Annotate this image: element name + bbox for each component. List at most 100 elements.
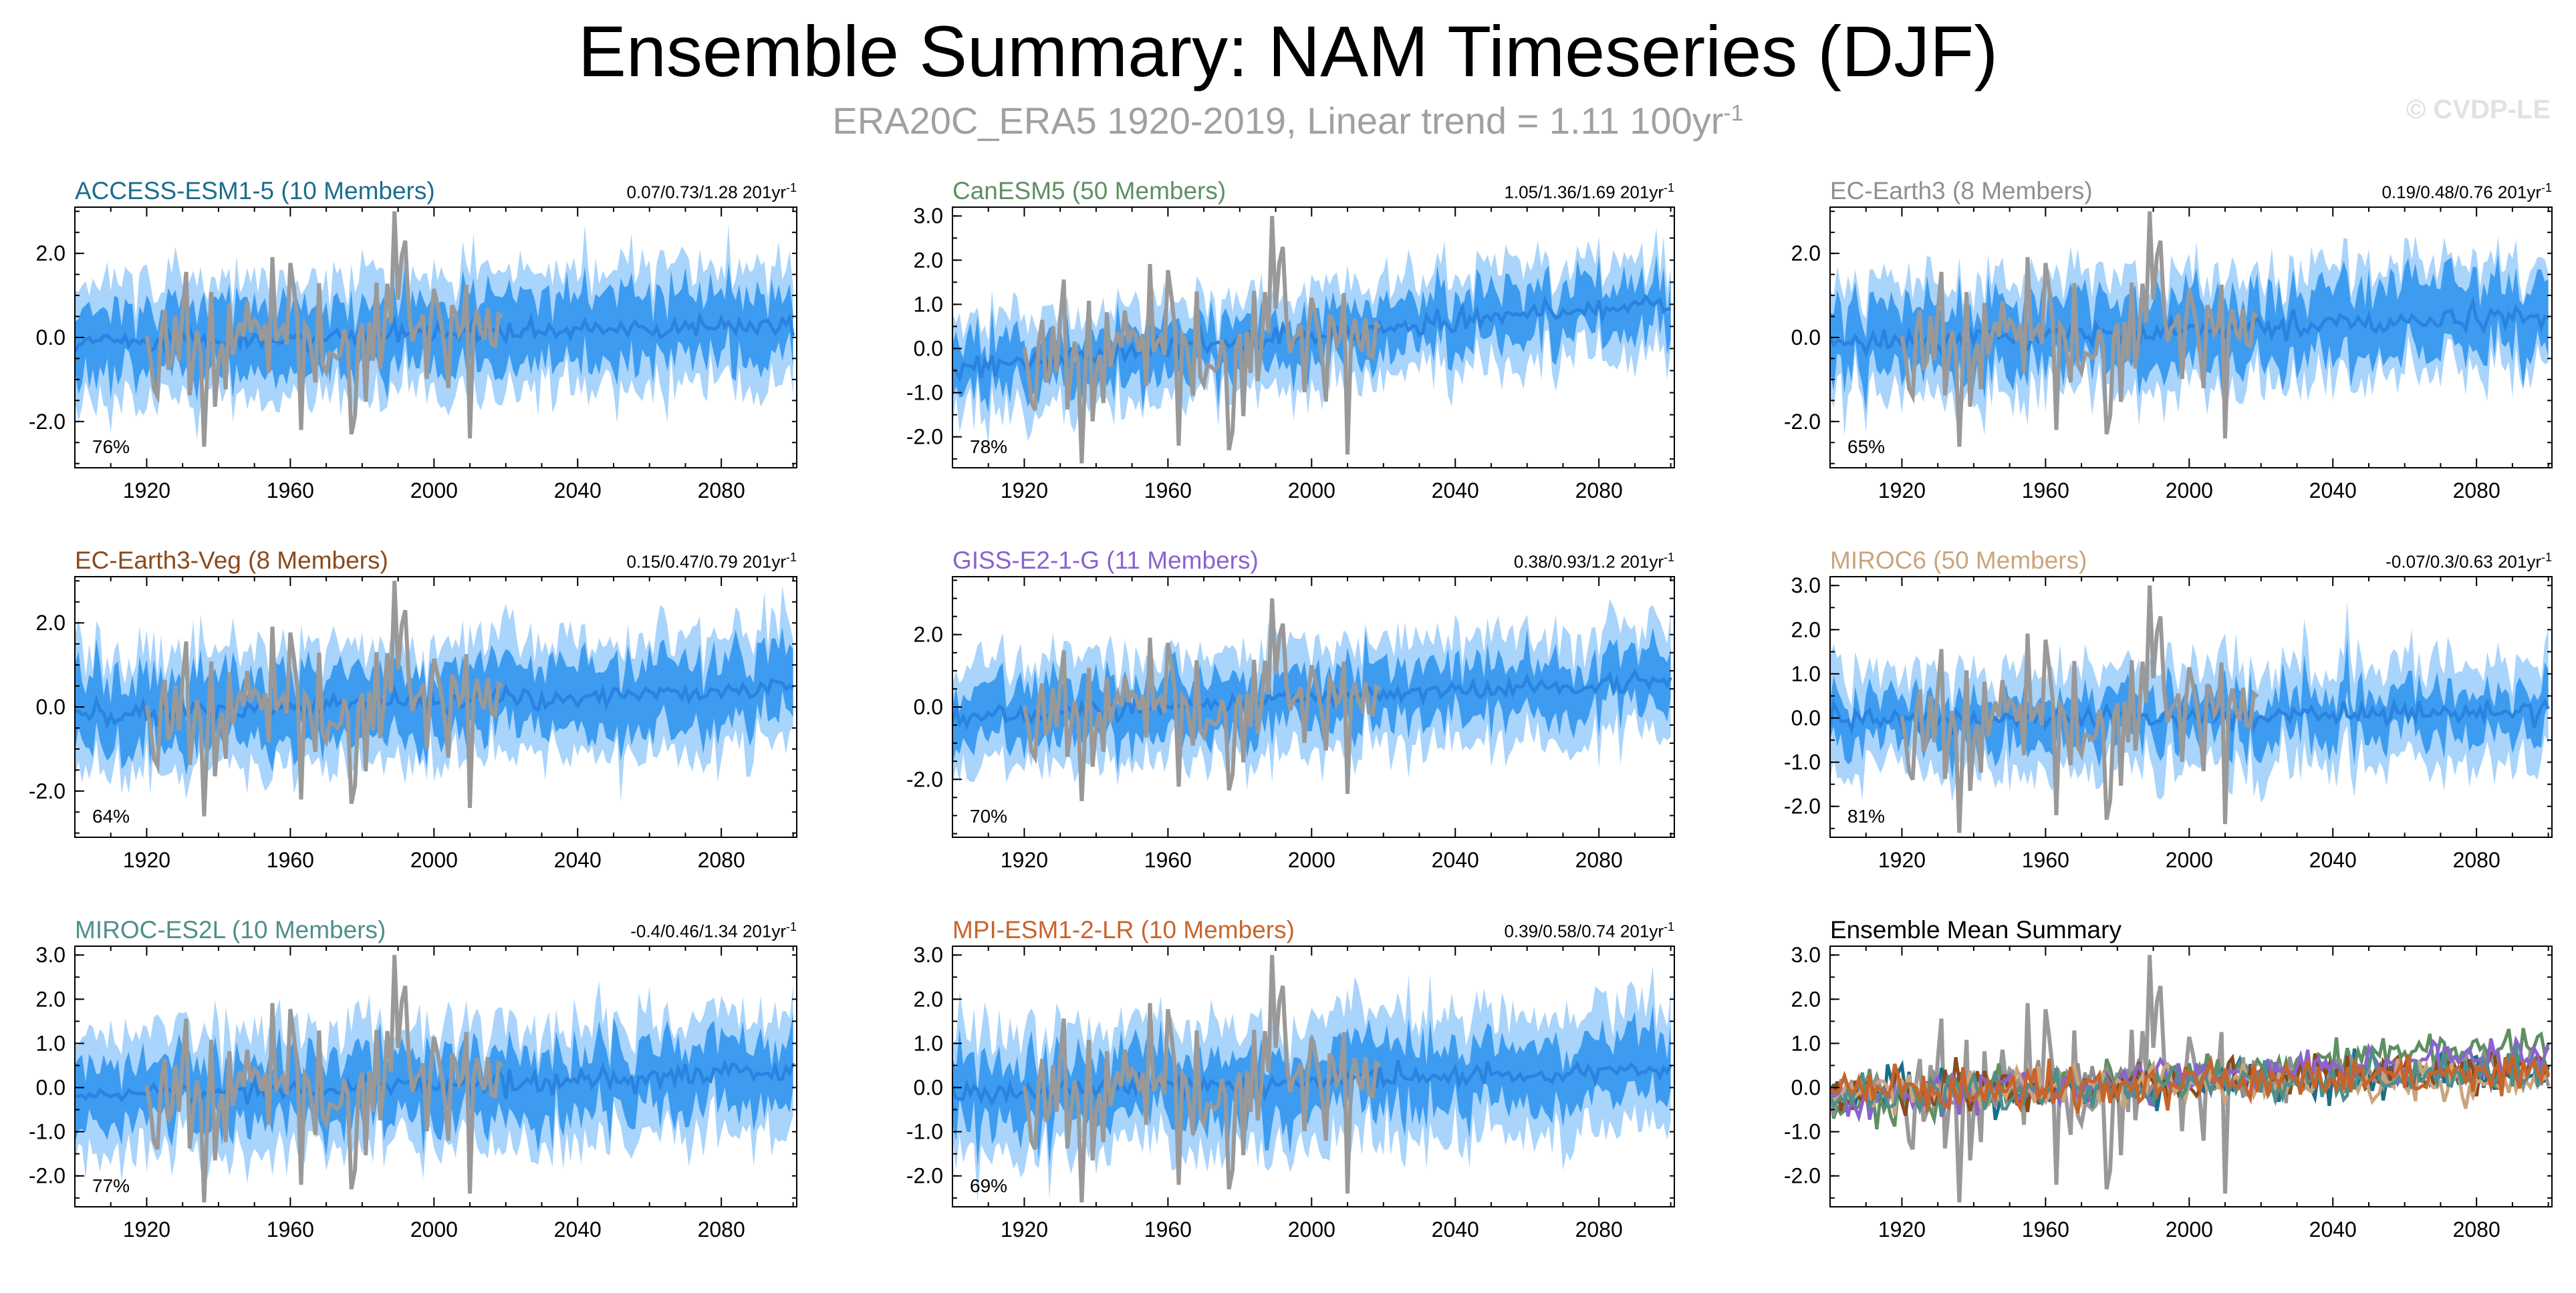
y-tick-label: 0.0	[914, 337, 943, 361]
panel-access: ACCESS-ESM1-5 (10 Members) 0.07/0.73/1.28…	[29, 170, 797, 518]
y-tick-label: 2.0	[914, 987, 943, 1011]
y-tick-label: 2.0	[1791, 617, 1821, 641]
trend-text: 0.38/0.93/1.2 201yr	[1513, 551, 1664, 572]
y-tick-label: 0.0	[1791, 1076, 1821, 1100]
model-mean-line	[1830, 1044, 2551, 1117]
plot-frame	[74, 946, 797, 1207]
x-tick-label: 2040	[554, 848, 602, 872]
panel-trend-label: 0.19/0.48/0.76 201yr-1	[2381, 181, 2552, 203]
y-tick-label: -2.0	[29, 410, 66, 434]
panel-title: GISS-E2-1-G (11 Members)	[952, 547, 1259, 574]
panel-title: MPI-ESM1-2-LR (10 Members)	[952, 916, 1295, 944]
y-tick-label: -1.0	[906, 381, 943, 405]
x-tick-label: 2080	[1575, 1217, 1623, 1242]
panel-ecearth3veg: EC-Earth3-Veg (8 Members) 0.15/0.47/0.79 …	[29, 540, 797, 887]
y-tick-label: 1.0	[914, 292, 943, 316]
percent-label: 65%	[1847, 436, 1885, 457]
trend-exponent: -1	[785, 551, 797, 564]
panel-mpi: MPI-ESM1-2-LR (10 Members) 0.39/0.58/0.74…	[906, 909, 1675, 1257]
panel-summary: Ensemble Mean Summary 1920 1960 2000 2040 208…	[1784, 909, 2553, 1257]
inner-spread-band	[1830, 636, 2549, 780]
trend-exponent: -1	[2541, 551, 2552, 564]
y-tick-label: -1.0	[1784, 1120, 1821, 1144]
x-tick-label: 1960	[2022, 848, 2069, 872]
trend-exponent: -1	[1663, 551, 1674, 564]
x-tick-label: 1960	[1144, 478, 1192, 502]
y-tick-label: 2.0	[914, 623, 943, 647]
x-tick-label: 2080	[2453, 848, 2500, 872]
plot-content	[75, 955, 795, 1203]
y-tick-label: 3.0	[914, 943, 943, 967]
model-mean-line	[1830, 1054, 2551, 1114]
x-tick-label: 2080	[698, 478, 745, 502]
panel-trend-label: 0.39/0.58/0.74 201yr-1	[1504, 920, 1674, 942]
credit-label: © CVDP-LE	[2406, 95, 2551, 124]
x-tick-label: 1960	[267, 848, 314, 872]
trend-text: 1.05/1.36/1.69 201yr	[1504, 182, 1664, 202]
x-tick-label: 2000	[410, 478, 458, 502]
plot-area: 1920 1960 2000 2040 2080 -2.0 -1.0 0.0 1.0 2.0 3.0…	[1784, 573, 2553, 872]
percent-label: 64%	[92, 806, 130, 827]
percent-label: 69%	[970, 1175, 1007, 1196]
observation-line	[1900, 211, 2259, 447]
x-tick-label: 1960	[2022, 478, 2069, 502]
y-tick-label: -2.0	[906, 425, 943, 449]
x-tick-label: 1920	[1878, 848, 1926, 872]
x-tick-label: 1920	[1001, 848, 1048, 872]
x-tick-label: 1920	[1878, 478, 1926, 502]
plot-content	[1830, 585, 2550, 833]
inner-spread-band	[1830, 253, 2549, 412]
x-tick-label: 2080	[698, 1217, 745, 1242]
panel-trend-label: 0.15/0.47/0.79 201yr-1	[626, 551, 797, 573]
plot-area: 1920 1960 2000 2040 2080 -2.0 0.0 2.0 65%	[1784, 206, 2553, 502]
y-tick-label: 2.0	[36, 611, 66, 635]
observation-line	[1022, 598, 1382, 801]
x-tick-label: 2040	[1432, 1217, 1479, 1242]
y-tick-label: 2.0	[1791, 241, 1821, 265]
x-tick-label: 1920	[123, 1217, 170, 1242]
plot-content	[952, 955, 1672, 1203]
x-tick-label: 1920	[123, 478, 170, 502]
x-tick-label: 2000	[410, 848, 458, 872]
y-tick-label: -2.0	[1784, 410, 1821, 434]
panel-title: ACCESS-ESM1-5 (10 Members)	[75, 177, 435, 204]
observation-line	[1022, 216, 1382, 464]
y-tick-label: -1.0	[29, 1120, 66, 1144]
plot-content	[1830, 211, 2549, 447]
x-tick-label: 1920	[1001, 1217, 1048, 1242]
y-tick-label: 0.0	[914, 1076, 943, 1100]
x-tick-label: 2080	[1575, 848, 1623, 872]
panel-trend-label: -0.07/0.3/0.63 201yr-1	[2386, 551, 2552, 573]
panel-title: CanESM5 (50 Members)	[952, 177, 1227, 204]
trend-exponent: -1	[1663, 181, 1674, 194]
trend-text: 0.15/0.47/0.79 201yr	[626, 551, 786, 572]
y-tick-label: 2.0	[1791, 987, 1821, 1011]
panel-title: MIROC-ES2L (10 Members)	[75, 916, 386, 944]
observation-line	[1022, 955, 1382, 1203]
panel-ecearth3: EC-Earth3 (8 Members) 0.19/0.48/0.76 201y…	[1784, 170, 2553, 518]
x-tick-label: 2000	[410, 1217, 458, 1242]
plot-content	[75, 211, 795, 447]
plot-content	[952, 598, 1672, 801]
panel-giss: GISS-E2-1-G (11 Members) 0.38/0.93/1.2 20…	[906, 540, 1675, 887]
y-tick-label: 3.0	[914, 204, 943, 228]
page-subtitle: ERA20C_ERA5 1920-2019, Linear trend = 1.…	[0, 99, 2576, 142]
y-tick-label: 2.0	[36, 987, 66, 1011]
panel-trend-label: 0.38/0.93/1.2 201yr-1	[1514, 551, 1674, 573]
percent-label: 78%	[970, 436, 1007, 457]
trend-text: -0.4/0.46/1.34 201yr	[630, 921, 786, 942]
panel-title: EC-Earth3-Veg (8 Members)	[75, 547, 388, 574]
trend-text: 0.39/0.58/0.74 201yr	[1504, 921, 1664, 942]
y-tick-label: -1.0	[1784, 750, 1821, 774]
x-tick-label: 1920	[123, 848, 170, 872]
plot-area: 1920 1960 2000 2040 2080 -2.0 -1.0 0.0 1.0 2.0 3.0…	[29, 943, 797, 1242]
x-tick-label: 1960	[267, 478, 314, 502]
y-tick-label: -2.0	[906, 1164, 943, 1188]
x-tick-label: 2000	[2166, 1217, 2213, 1242]
panel-title: Ensemble Mean Summary	[1830, 916, 2121, 944]
x-tick-label: 2040	[554, 478, 602, 502]
x-tick-label: 2080	[698, 848, 745, 872]
y-tick-label: 0.0	[1791, 706, 1821, 730]
y-tick-label: -1.0	[906, 1120, 943, 1144]
x-tick-label: 1960	[2022, 1217, 2069, 1242]
